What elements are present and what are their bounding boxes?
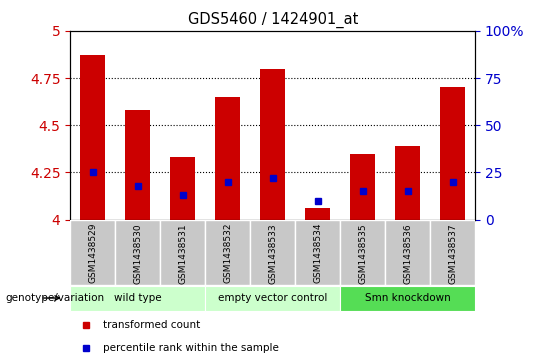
Bar <box>160 220 205 285</box>
Bar <box>295 220 340 285</box>
Text: GSM1438532: GSM1438532 <box>223 223 232 284</box>
Text: percentile rank within the sample: percentile rank within the sample <box>103 343 279 352</box>
Bar <box>350 154 375 220</box>
Bar <box>70 286 205 311</box>
Text: GSM1438533: GSM1438533 <box>268 223 277 284</box>
Text: GSM1438531: GSM1438531 <box>178 223 187 284</box>
Bar <box>170 157 195 220</box>
Bar <box>440 87 465 220</box>
Bar <box>205 220 250 285</box>
Bar <box>305 208 330 220</box>
Text: GSM1438535: GSM1438535 <box>358 223 367 284</box>
Text: genotype/variation: genotype/variation <box>5 293 105 303</box>
Text: GSM1438534: GSM1438534 <box>313 223 322 284</box>
Bar <box>215 97 240 220</box>
Text: Smn knockdown: Smn knockdown <box>365 293 450 303</box>
Bar <box>395 146 420 220</box>
Bar <box>115 220 160 285</box>
Text: GSM1438536: GSM1438536 <box>403 223 412 284</box>
Bar <box>205 286 340 311</box>
Bar <box>70 220 115 285</box>
Bar <box>260 69 285 220</box>
Bar <box>125 110 150 220</box>
Text: GSM1438530: GSM1438530 <box>133 223 142 284</box>
Text: wild type: wild type <box>114 293 161 303</box>
Text: GSM1438537: GSM1438537 <box>448 223 457 284</box>
Text: GSM1438529: GSM1438529 <box>88 223 97 284</box>
Bar <box>340 220 385 285</box>
Bar <box>385 220 430 285</box>
Bar <box>80 56 105 220</box>
Title: GDS5460 / 1424901_at: GDS5460 / 1424901_at <box>187 12 358 28</box>
Bar <box>430 220 475 285</box>
Bar <box>250 220 295 285</box>
Text: empty vector control: empty vector control <box>218 293 327 303</box>
Bar <box>340 286 475 311</box>
Text: transformed count: transformed count <box>103 321 200 330</box>
